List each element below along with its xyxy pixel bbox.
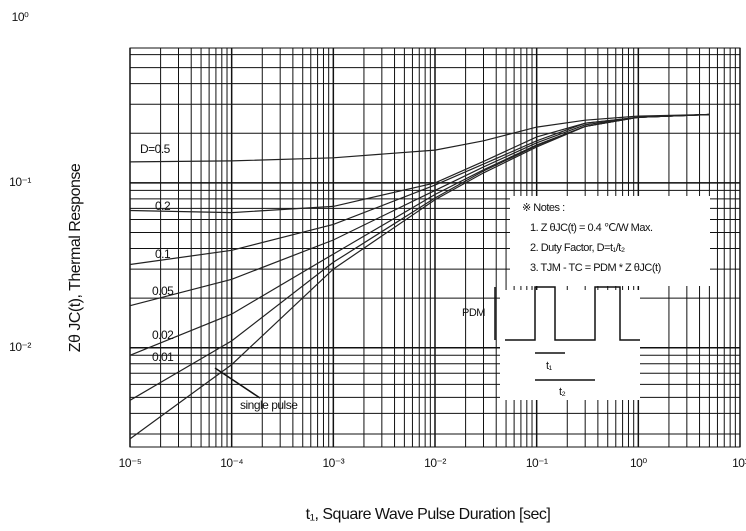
note: 2. Duty Factor, D=t₁/t₂: [530, 242, 625, 254]
notes-box: [510, 196, 710, 286]
note: 1. Z θJC(t) = 0.4 ℃/W Max.: [530, 222, 653, 234]
curve-label: 0.2: [155, 199, 171, 213]
pdm-label: PDM: [462, 307, 485, 319]
t1-label: t₁: [546, 360, 553, 372]
curve: [129, 113, 710, 163]
curve-label: D=0.5: [140, 142, 171, 156]
curve: [129, 113, 710, 440]
notes: ※ Notes : 1. Z θJC(t) = 0.4 ℃/W Max. 2. …: [510, 196, 710, 286]
x-tick-label: 10⁻²: [424, 456, 446, 470]
t2-label: t₂: [559, 386, 566, 398]
curve-label: 0.01: [152, 350, 174, 364]
pulse-bg: [500, 290, 640, 400]
x-tick-label: 10⁻¹: [526, 456, 548, 470]
y-axis-title: Zθ JC(t), Thermal Response: [67, 163, 84, 352]
x-tick-label: 10⁻³: [322, 456, 344, 470]
y-tick-label: 10⁻¹: [9, 175, 31, 189]
pulse-diagram: [214, 286, 640, 400]
single-pulse-pointer: [214, 367, 261, 399]
curve-label: 0.1: [155, 247, 171, 261]
plot-frame: [129, 47, 741, 448]
y-tick-label: 10⁰: [12, 10, 29, 24]
note-title: ※ Notes :: [522, 202, 565, 214]
x-tick-label: 10⁻⁴: [220, 456, 243, 470]
x-axis-title: t₁, Square Wave Pulse Duration [sec]: [306, 506, 551, 523]
pulse-wave: [505, 286, 640, 341]
curve-label: single pulse: [240, 398, 298, 412]
x-tick-label: 10¹: [732, 456, 746, 470]
x-tick-label: 10⁻⁵: [119, 456, 142, 470]
curve-label: 0.02: [152, 328, 174, 342]
y-tick-label: 10⁻²: [9, 340, 31, 354]
note: 3. TJM - TC = PDM * Z θJC(t): [530, 262, 661, 274]
x-tick-label: 10⁰: [630, 456, 647, 470]
curve-label: 0.05: [152, 284, 174, 298]
